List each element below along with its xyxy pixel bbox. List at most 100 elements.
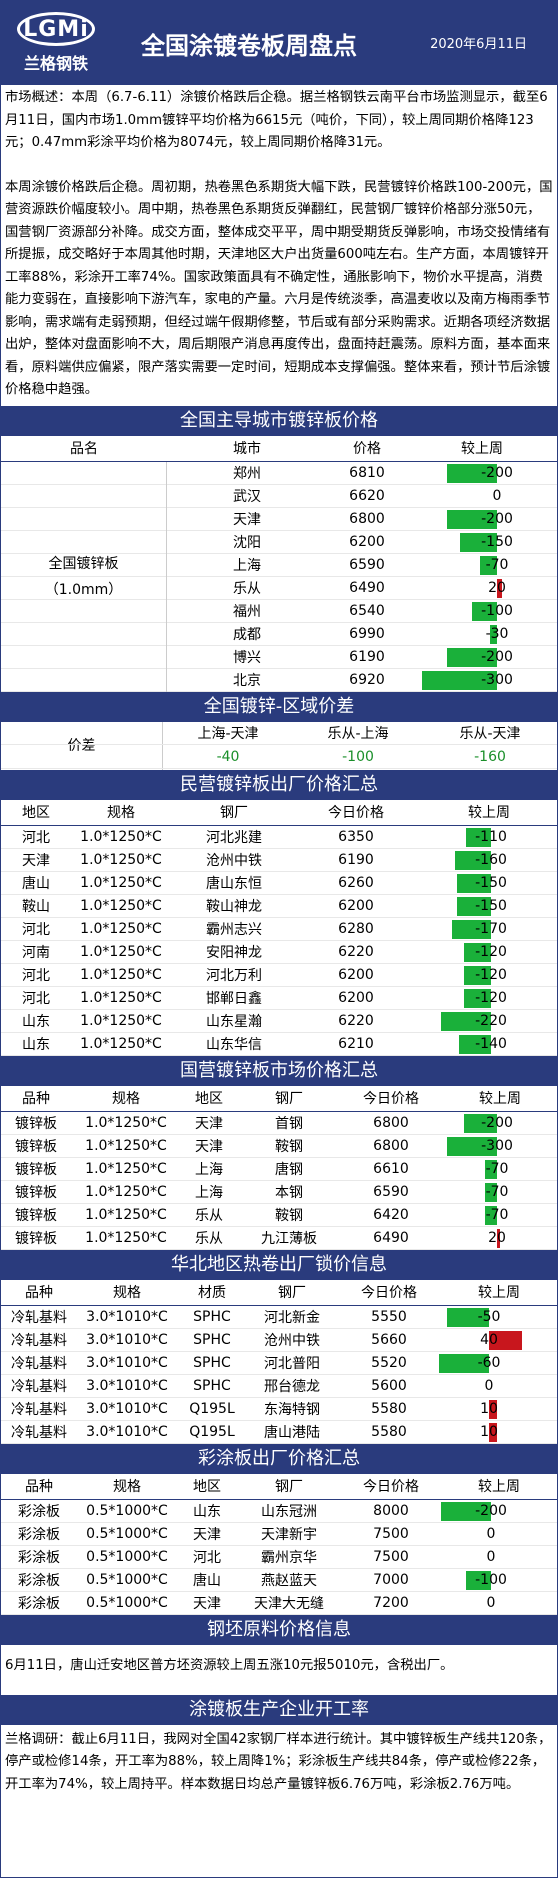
change-value: 10	[480, 1423, 498, 1440]
table-row: 河北 1.0*1250*C 河北兆建 6350 -110	[1, 826, 557, 849]
region: 鞍山	[22, 898, 50, 915]
region: 唐山	[193, 1572, 221, 1589]
column-header: 地区	[195, 1091, 223, 1107]
section-color-coated-title: 彩涂板出厂价格汇总	[1, 1443, 557, 1474]
column-header: 城市	[233, 441, 261, 457]
price-value: 7500	[373, 1548, 409, 1565]
price-value: 6210	[338, 1035, 374, 1052]
table-row: 冷轧基料 3.0*1010*C SPHC 河北普阳 5520 -60	[1, 1352, 557, 1375]
product: 镀锌板	[15, 1161, 57, 1178]
change-cell: -120	[441, 987, 541, 1009]
change-cell: -200	[447, 508, 547, 530]
change-value: 0	[492, 487, 502, 504]
change-value: -200	[481, 1114, 513, 1131]
mill: 沧州中铁	[264, 1332, 320, 1349]
product: 镀锌板	[15, 1230, 57, 1247]
change-cell: 0	[439, 1375, 539, 1397]
table-header: 品种 规格 地区 钢厂 今日价格 较上周	[1, 1474, 557, 1500]
regional-diff-table: 价差 上海-天津 乐从-上海 乐从-天津 -40 -100 -160	[1, 721, 557, 770]
diff-value: -100	[342, 748, 374, 765]
change-cell: 0	[441, 1523, 541, 1545]
report-header: LGMi 兰格钢铁 全国涂镀卷板周盘点 2020年6月11日	[1, 1, 557, 85]
table-row: 冷轧基料 3.0*1010*C SPHC 沧州中铁 5660 40	[1, 1329, 557, 1352]
decrease-bar	[463, 1113, 497, 1133]
state-mills-table: 品种 规格 地区 钢厂 今日价格 较上周 镀锌板 1.0*1250*C 天津 首钢 6800 -200…	[1, 1086, 557, 1250]
product: 镀锌板	[15, 1115, 57, 1132]
price-value: 6990	[349, 625, 385, 642]
change-value: -200	[481, 510, 513, 527]
product: 冷轧基料	[11, 1401, 67, 1418]
table-row: 成都 6990 -30	[1, 623, 557, 646]
change-cell: -200	[441, 1500, 541, 1522]
price-value: 6420	[373, 1206, 409, 1223]
product: 冷轧基料	[11, 1424, 67, 1441]
column-header: 今日价格	[363, 1479, 419, 1495]
mill: 东海特钢	[264, 1401, 320, 1418]
city-rows: 郑州 6810 -200 武汉 6620 0 天津 6800 -200 沈阳 6200 -150 上海 6…	[1, 461, 557, 692]
spec: 0.5*1000*C	[86, 1502, 168, 1519]
price-value: 7000	[373, 1571, 409, 1588]
table-row: 彩涂板 0.5*1000*C 天津 天津大无缝 7200 0	[1, 1592, 557, 1615]
change-cell: -140	[441, 1033, 541, 1055]
diff-column-header: 乐从-天津	[459, 725, 521, 742]
table-header: 地区 规格 钢厂 今日价格 较上周	[1, 800, 557, 826]
decrease-bar	[441, 1501, 491, 1521]
change-cell: -300	[447, 1135, 547, 1157]
spec: 1.0*1250*C	[80, 1035, 162, 1052]
change-value: -300	[481, 671, 513, 688]
mill: 安阳神龙	[206, 944, 262, 961]
mill: 九江薄板	[261, 1230, 317, 1247]
spec: 3.0*1010*C	[86, 1400, 168, 1417]
mill: 邢台德龙	[264, 1378, 320, 1395]
column-header: 品种	[25, 1285, 53, 1301]
product: 镀锌板	[15, 1207, 57, 1224]
city-name: 乐从	[233, 580, 261, 597]
table-row: 冷轧基料 3.0*1010*C SPHC 邢台德龙 5600 0	[1, 1375, 557, 1398]
price-value: 6800	[373, 1137, 409, 1154]
mill: 霸州京华	[261, 1549, 317, 1566]
region: 山东	[22, 1013, 50, 1030]
decrease-bar	[485, 1182, 497, 1202]
change-cell: 10	[439, 1421, 539, 1443]
change-cell: -70	[447, 1204, 547, 1226]
mill: 山东星瀚	[206, 1013, 262, 1030]
table-row: 镀锌板 1.0*1250*C 上海 唐钢 6610 -70	[1, 1158, 557, 1181]
table-header: 品名 城市 价格 较上周	[1, 436, 557, 462]
change-value: -50	[477, 1308, 501, 1325]
table-row: 镀锌板 1.0*1250*C 天津 鞍钢 6800 -300	[1, 1135, 557, 1158]
increase-bar	[497, 1228, 501, 1248]
change-cell: 0	[447, 485, 547, 507]
decrease-bar	[459, 532, 497, 552]
change-cell: -30	[447, 623, 547, 645]
region: 河北	[193, 1549, 221, 1566]
change-value: -70	[485, 1206, 509, 1223]
product-label: 全国镀锌板 （1.0mm）	[1, 461, 167, 692]
region: 天津	[195, 1115, 223, 1132]
column-header: 钢厂	[275, 1091, 303, 1107]
section-city-prices-title: 全国主导城市镀锌板价格	[1, 405, 557, 436]
mill: 本钢	[275, 1184, 303, 1201]
region: 山东	[193, 1503, 221, 1520]
change-cell: 0	[441, 1592, 541, 1614]
change-cell: -160	[441, 849, 541, 871]
region: 乐从	[195, 1207, 223, 1224]
table-row: 博兴 6190 -200	[1, 646, 557, 669]
price-value: 6200	[338, 989, 374, 1006]
mill: 首钢	[275, 1115, 303, 1132]
spec: 3.0*1010*C	[86, 1377, 168, 1394]
spec: 1.0*1250*C	[80, 828, 162, 845]
spec: 3.0*1010*C	[86, 1423, 168, 1440]
product: 彩涂板	[18, 1549, 60, 1566]
decrease-bar	[447, 463, 497, 483]
lange-logo: LGMi 兰格钢铁	[1, 1, 111, 85]
mill: 河北万利	[206, 967, 262, 984]
product: 彩涂板	[18, 1503, 60, 1520]
spec: 1.0*1250*C	[85, 1229, 167, 1246]
spec: 3.0*1010*C	[86, 1331, 168, 1348]
price-value: 6220	[338, 1012, 374, 1029]
decrease-bar	[422, 670, 497, 690]
change-value: 0	[486, 1548, 496, 1565]
mill: 鞍钢	[275, 1138, 303, 1155]
table-row: 镀锌板 1.0*1250*C 乐从 鞍钢 6420 -70	[1, 1204, 557, 1227]
decrease-bar	[463, 965, 491, 985]
